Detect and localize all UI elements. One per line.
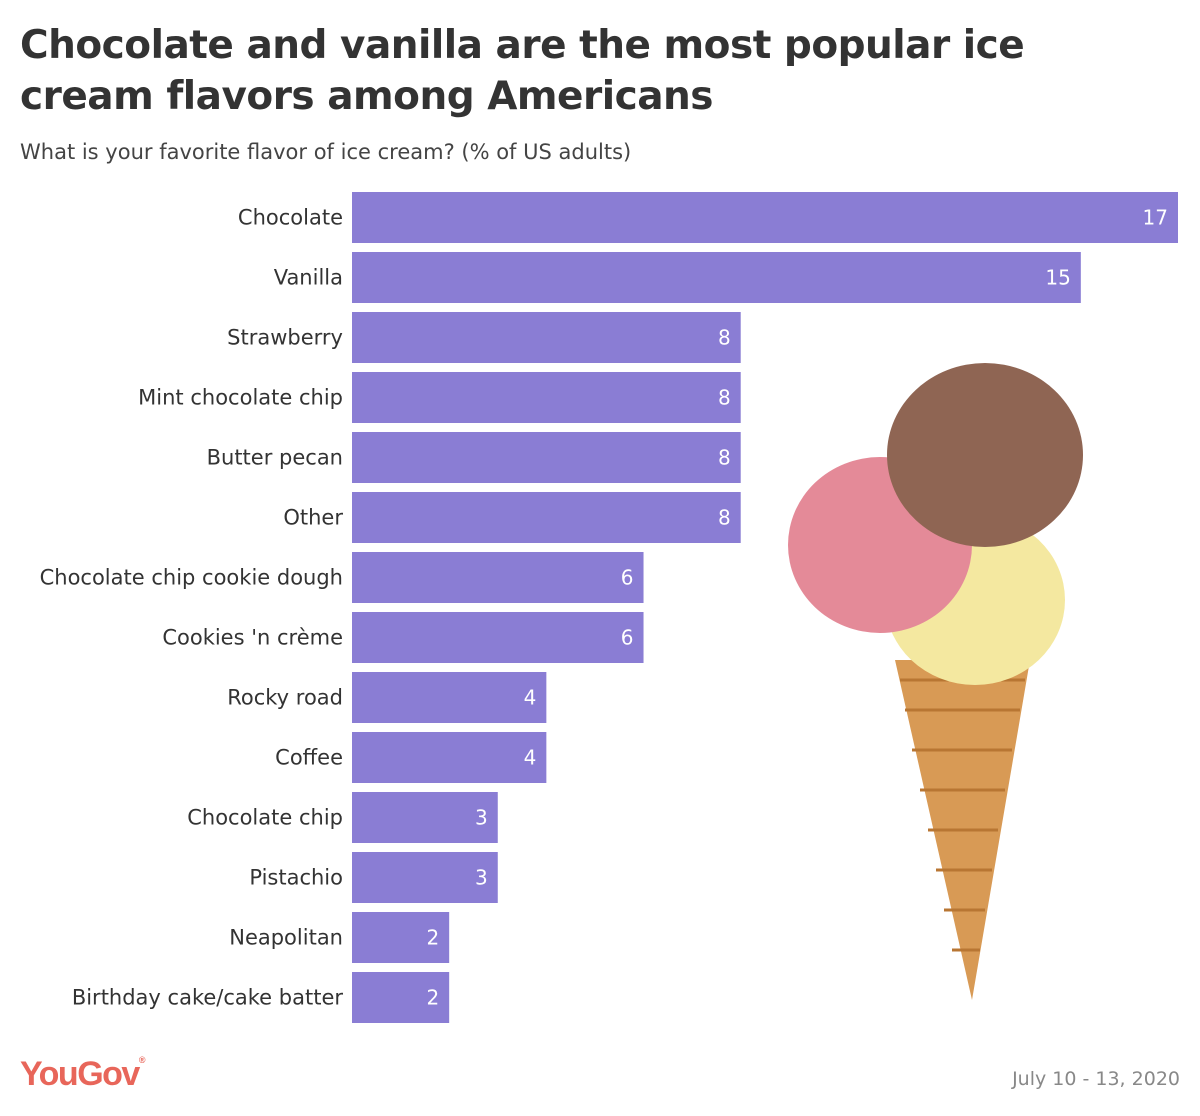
- category-label: Rocky road: [227, 686, 343, 710]
- bar-6: [352, 552, 644, 603]
- bar-1: [352, 252, 1081, 303]
- category-label: Cookies 'n crème: [162, 626, 343, 650]
- category-label: Strawberry: [227, 326, 343, 350]
- category-label: Chocolate: [238, 206, 343, 230]
- value-label: 3: [475, 866, 488, 890]
- category-label: Chocolate chip: [187, 806, 343, 830]
- value-label: 6: [621, 626, 634, 650]
- value-label: 15: [1045, 266, 1070, 290]
- category-label: Birthday cake/cake batter: [72, 986, 344, 1010]
- category-label: Other: [283, 506, 343, 530]
- category-label: Pistachio: [249, 866, 343, 890]
- bar-8: [352, 672, 547, 723]
- value-label: 8: [718, 326, 731, 350]
- value-label: 8: [718, 386, 731, 410]
- logo-text: YouGov: [20, 1055, 140, 1093]
- bar-3: [352, 372, 741, 423]
- bar-5: [352, 492, 741, 543]
- bar-11: [352, 852, 498, 903]
- chart-title: Chocolate and vanilla are the most popul…: [20, 23, 1025, 119]
- ice-cream-cone-image: [788, 363, 1083, 1000]
- category-label: Chocolate chip cookie dough: [40, 566, 343, 590]
- value-label: 8: [718, 446, 731, 470]
- value-label: 2: [426, 926, 439, 950]
- bar-4: [352, 432, 741, 483]
- bar-2: [352, 312, 741, 363]
- bar-7: [352, 612, 644, 663]
- category-label: Mint chocolate chip: [138, 386, 343, 410]
- category-label: Vanilla: [274, 266, 343, 290]
- value-label: 6: [621, 566, 634, 590]
- bar-12: [352, 912, 450, 963]
- bar-13: [352, 972, 450, 1023]
- value-label: 8: [718, 506, 731, 530]
- value-label: 3: [475, 806, 488, 830]
- bar-9: [352, 732, 547, 783]
- survey-date: July 10 - 13, 2020: [1012, 1068, 1180, 1090]
- value-label: 17: [1143, 206, 1168, 230]
- category-label: Coffee: [275, 746, 343, 770]
- chart-subtitle: What is your favorite flavor of ice crea…: [20, 140, 632, 164]
- yougov-logo: YouGov®: [20, 1055, 146, 1093]
- value-label: 4: [524, 686, 537, 710]
- category-label: Neapolitan: [229, 926, 343, 950]
- value-label: 4: [524, 746, 537, 770]
- bar-0: [352, 192, 1178, 243]
- category-label: Butter pecan: [207, 446, 343, 470]
- bar-10: [352, 792, 498, 843]
- value-label: 2: [426, 986, 439, 1010]
